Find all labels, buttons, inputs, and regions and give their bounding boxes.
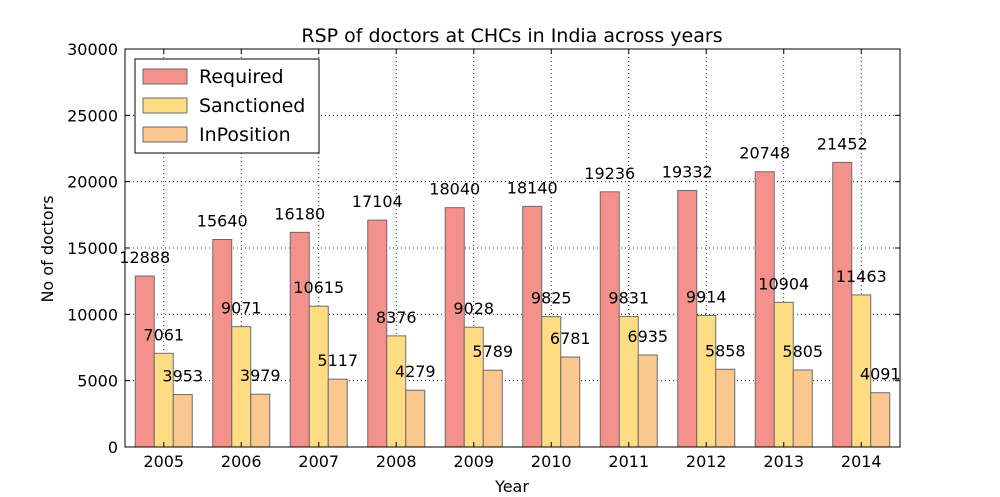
- y-axis-title: No of doctors: [38, 195, 57, 302]
- data-label-required: 19236: [584, 164, 635, 183]
- x-tick-label: 2005: [143, 452, 184, 471]
- data-label-sanctioned: 9825: [531, 289, 572, 308]
- x-axis-title: Year: [494, 477, 529, 496]
- data-label-inposition: 4279: [395, 362, 436, 381]
- legend-swatch-inposition: [142, 126, 188, 143]
- x-tick-label: 2007: [298, 452, 339, 471]
- bar-required: [599, 191, 620, 448]
- x-tick-label: 2013: [763, 452, 804, 471]
- data-label-inposition: 4091: [860, 365, 901, 384]
- y-tick-label: 30000: [67, 40, 118, 59]
- bar-required: [212, 239, 233, 448]
- data-label-sanctioned: 9914: [686, 287, 727, 306]
- data-label-required: 12888: [119, 248, 170, 267]
- bar-required: [832, 161, 853, 448]
- y-tick-label: 15000: [67, 239, 118, 258]
- bar-required: [754, 171, 775, 448]
- x-tick-label: 2008: [376, 452, 417, 471]
- data-label-sanctioned: 7061: [143, 325, 184, 344]
- bar-inposition: [637, 354, 658, 448]
- legend: Required Sanctioned InPosition: [134, 58, 320, 154]
- y-tick-label: 20000: [67, 173, 118, 192]
- data-label-inposition: 5805: [782, 342, 823, 361]
- bar-inposition: [327, 378, 348, 448]
- data-label-required: 15640: [197, 212, 248, 231]
- bar-inposition: [792, 369, 813, 448]
- legend-label-required: Required: [199, 66, 284, 88]
- bar-required: [134, 275, 155, 448]
- data-label-sanctioned: 10615: [293, 278, 344, 297]
- x-tick-label: 2011: [608, 452, 649, 471]
- data-labels: 12888 15640 16180 17104 18040 18140 19236 19332…: [119, 134, 900, 385]
- bar-sanctioned: [308, 305, 329, 448]
- data-label-sanctioned: 10904: [758, 274, 809, 293]
- bar-sanctioned: [773, 301, 794, 448]
- bar-required: [444, 207, 465, 448]
- bar-inposition: [405, 389, 426, 448]
- bar-sanctioned: [386, 335, 407, 448]
- bar-required: [522, 205, 543, 448]
- data-label-required: 18040: [429, 180, 480, 199]
- data-label-inposition: 6781: [550, 329, 591, 348]
- x-tick-label: 2006: [221, 452, 262, 471]
- data-label-sanctioned: 9831: [608, 289, 649, 308]
- y-tick-label: 0: [108, 438, 118, 457]
- bar-sanctioned: [231, 326, 252, 448]
- bar-inposition: [870, 392, 891, 448]
- x-tick-label: 2009: [453, 452, 494, 471]
- bar-inposition: [250, 393, 271, 448]
- x-tick-label: 2010: [531, 452, 572, 471]
- bars: [134, 161, 891, 448]
- data-label-inposition: 6935: [627, 327, 668, 346]
- data-label-sanctioned: 9071: [221, 299, 262, 318]
- data-label-sanctioned: 11463: [836, 267, 887, 286]
- bar-sanctioned: [696, 314, 717, 448]
- legend-swatch-sanctioned: [142, 97, 188, 114]
- chart-title: RSP of doctors at CHCs in India across y…: [301, 25, 722, 47]
- data-label-inposition: 3979: [240, 366, 281, 385]
- data-label-inposition: 3953: [162, 367, 203, 386]
- bar-inposition: [560, 356, 581, 448]
- data-label-required: 16180: [274, 204, 325, 223]
- bar-inposition: [715, 368, 736, 448]
- data-label-required: 17104: [352, 192, 403, 211]
- data-label-required: 20748: [739, 144, 790, 163]
- bar-inposition: [482, 369, 503, 448]
- bar-inposition: [172, 394, 193, 448]
- bar-required: [367, 219, 388, 448]
- legend-label-sanctioned: Sanctioned: [199, 95, 305, 117]
- data-label-inposition: 5117: [317, 351, 358, 370]
- axis-ticks: 0 5000 10000 15000 20000 25000 30000 2005 2006 20…: [67, 40, 900, 471]
- data-label-inposition: 5789: [472, 342, 513, 361]
- data-label-required: 21452: [817, 134, 868, 153]
- data-label-sanctioned: 8376: [376, 308, 417, 327]
- data-label-sanctioned: 9028: [453, 299, 494, 318]
- x-tick-label: 2014: [841, 452, 882, 471]
- x-tick-label: 2012: [686, 452, 727, 471]
- legend-label-inposition: InPosition: [199, 124, 291, 146]
- data-label-required: 19332: [662, 163, 713, 182]
- legend-swatch-required: [142, 68, 188, 85]
- y-tick-label: 10000: [67, 305, 118, 324]
- y-tick-label: 5000: [77, 372, 118, 391]
- bar-required: [677, 190, 698, 448]
- y-tick-label: 25000: [67, 106, 118, 125]
- data-label-inposition: 5858: [705, 341, 746, 360]
- data-label-required: 18140: [507, 178, 558, 197]
- bar-required: [289, 231, 310, 448]
